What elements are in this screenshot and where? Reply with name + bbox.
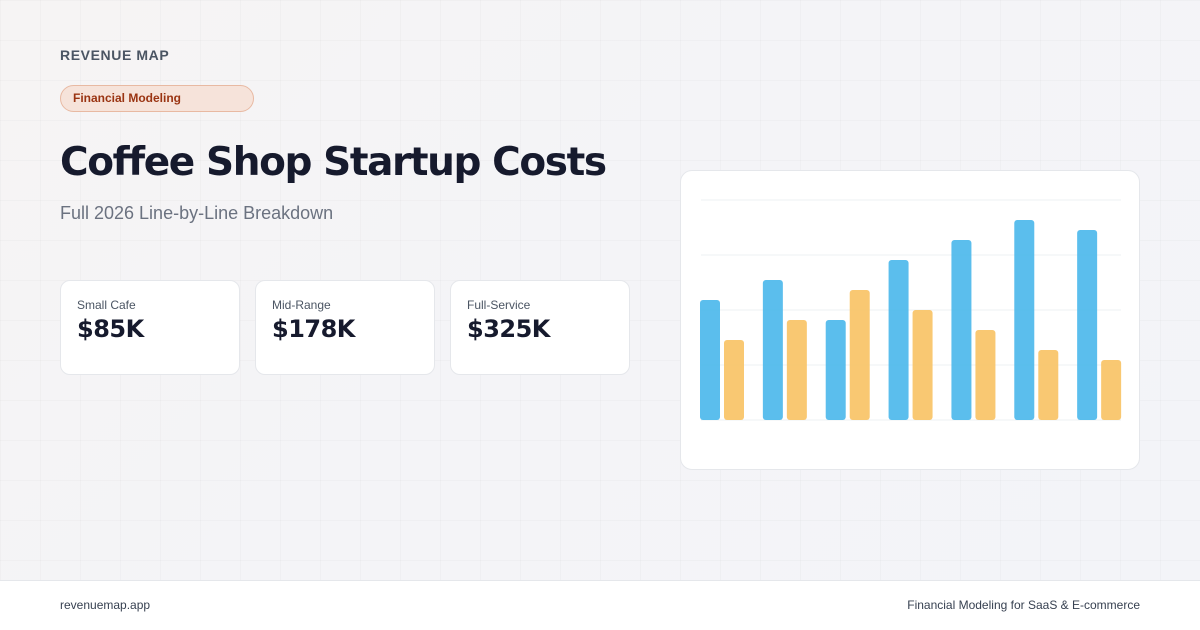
chart-bar-series-2 xyxy=(1038,350,1059,420)
footer-tagline: Financial Modeling for SaaS & E-commerce xyxy=(907,598,1140,612)
chart-bar-series-1 xyxy=(700,300,720,420)
chart-bar-series-1 xyxy=(762,280,783,420)
chart-bar-series-1 xyxy=(825,320,846,420)
chart-bar-series-2 xyxy=(912,310,933,420)
stat-card-label: Full-Service xyxy=(467,298,531,312)
chart-bar-series-2 xyxy=(786,320,807,420)
brand-name: REVENUE MAP xyxy=(60,47,170,63)
footer-site-url: revenuemap.app xyxy=(60,598,151,612)
chart-bar-series-1 xyxy=(951,240,972,420)
page-title: Coffee Shop Startup Costs xyxy=(60,140,607,185)
stat-card-value: $85K xyxy=(77,315,144,343)
stat-card-small-cafe: Small Cafe $85K xyxy=(60,280,240,375)
chart-bar-series-1 xyxy=(1014,220,1035,420)
stat-card-value: $178K xyxy=(272,315,355,343)
chart-bar-series-2 xyxy=(849,290,870,420)
footer: revenuemap.app Financial Modeling for Sa… xyxy=(0,580,1200,630)
chart-bar-series-1 xyxy=(1077,230,1098,420)
chart-panel xyxy=(680,170,1140,470)
page-subtitle: Full 2026 Line-by-Line Breakdown xyxy=(60,203,334,223)
category-tag: Financial Modeling xyxy=(60,85,254,112)
stat-card-full-service: Full-Service $325K xyxy=(450,280,630,375)
chart-bar-series-2 xyxy=(724,340,744,420)
chart-bar-series-2 xyxy=(975,330,996,420)
stat-card-value: $325K xyxy=(467,315,550,343)
stat-card-label: Mid-Range xyxy=(272,298,331,312)
stat-card-mid-range: Mid-Range $178K xyxy=(255,280,435,375)
chart-bar-series-2 xyxy=(1101,360,1122,420)
bar-chart xyxy=(700,199,1122,421)
chart-bar-series-1 xyxy=(888,260,909,420)
stat-card-label: Small Cafe xyxy=(77,298,136,312)
